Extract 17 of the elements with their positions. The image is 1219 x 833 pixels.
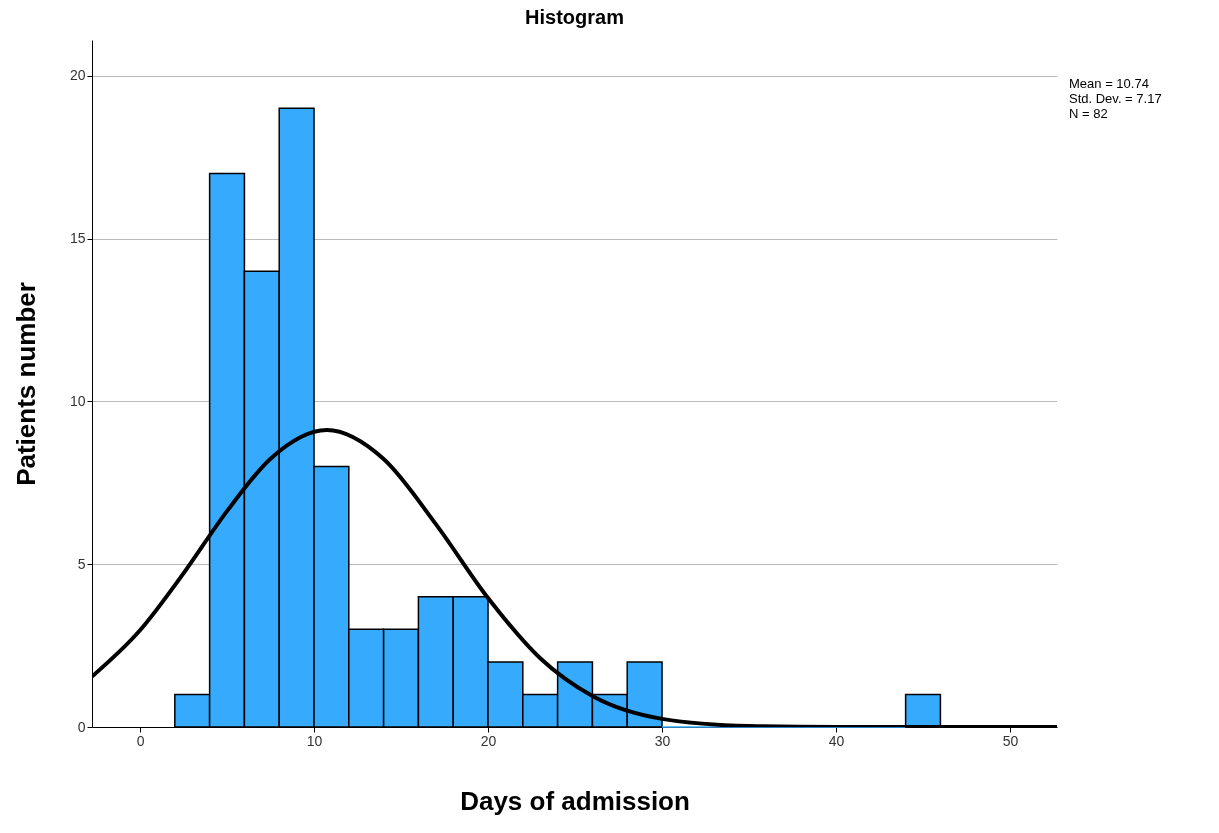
x-tick-label: 30 xyxy=(654,732,671,749)
x-tick-label: 20 xyxy=(480,732,497,749)
x-tick-label: 40 xyxy=(828,732,845,749)
y-tick-label: 10 xyxy=(69,392,86,409)
x-tick-label: 10 xyxy=(306,732,323,749)
y-tick-label: 20 xyxy=(69,67,86,84)
chart-title: Histogram xyxy=(525,6,624,28)
text: Std. Dev. = 7.17 xyxy=(1069,91,1162,106)
y-axis-title: Patients number xyxy=(10,282,41,486)
text: Mean = 10.74 xyxy=(1069,76,1149,91)
x-tick-label: 50 xyxy=(1002,732,1019,749)
y-tick-label: 0 xyxy=(77,718,86,735)
x-tick-label: 0 xyxy=(136,732,145,749)
y-tick-label: 15 xyxy=(69,230,86,247)
text: N = 82 xyxy=(1069,106,1108,121)
x-axis-title: Days of admission xyxy=(460,785,690,816)
y-tick-label: 5 xyxy=(77,555,86,572)
